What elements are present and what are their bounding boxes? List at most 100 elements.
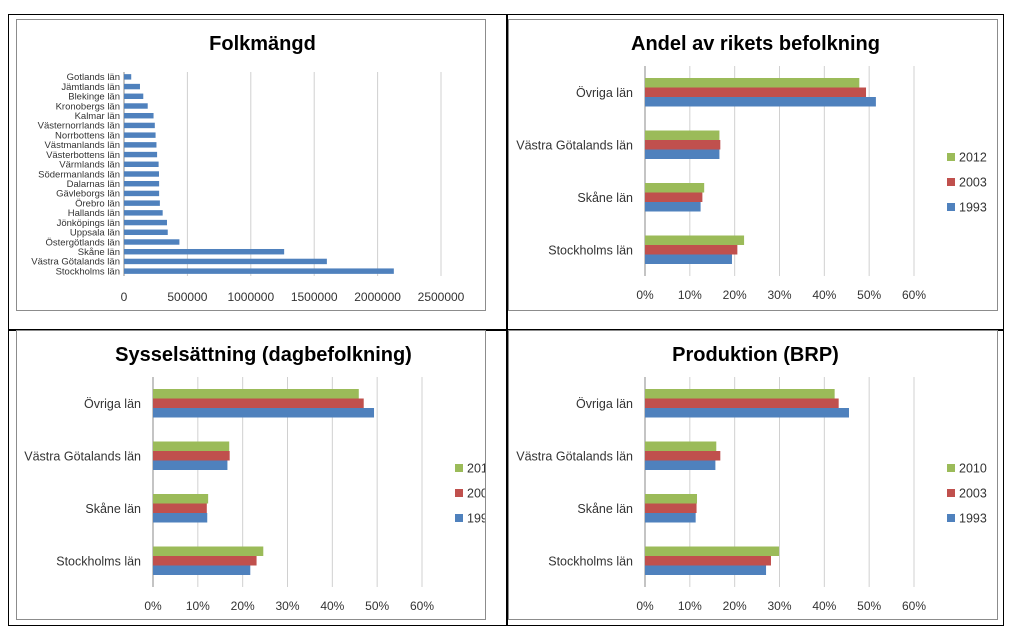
bar-vastmanlands-lan: [124, 142, 157, 148]
bar-blekinge-lan: [124, 93, 144, 100]
x-tick-label: 40%: [812, 599, 836, 613]
bar-ovriga-lan-1993: [645, 97, 876, 107]
bar-vastra-gotalands-lan-2011: [153, 441, 230, 451]
bar-dalarnas-lan: [124, 180, 160, 187]
category-label: Gotlands län: [67, 72, 120, 83]
legend-label-1993: 1993: [467, 512, 485, 526]
chart-title: Andel av rikets befolkning: [631, 33, 880, 55]
x-tick-label: 20%: [231, 599, 255, 613]
x-tick-label: 0%: [636, 288, 654, 302]
category-label: Norrbottens län: [55, 130, 120, 141]
chart-folkmangd-svg: Folkmängd 0 500000 1000000 1500000 2000000 250…: [31, 33, 464, 304]
category-label: Skåne län: [577, 502, 633, 516]
legend-label-2003: 2003: [959, 487, 987, 501]
legend-label-2003: 2003: [467, 487, 485, 501]
bar-vastra-gotalands-lan-1993: [645, 149, 720, 159]
bar-skane-lan-2010: [645, 494, 698, 504]
bar-vastra-gotalands-lan-2010: [645, 441, 717, 451]
bar-ovriga-lan-2010: [645, 389, 835, 399]
category-label: Jämtlands län: [61, 82, 120, 93]
bar-orebro-lan: [124, 200, 160, 206]
category-label: Örebro län: [75, 198, 120, 209]
bar-vasternorrlands-lan: [124, 122, 155, 129]
x-tick-label: 30%: [275, 599, 299, 613]
bar-stockholms-lan-1993: [645, 565, 767, 575]
x-tick-label: 0: [121, 290, 128, 304]
bar-ovriga-lan-1993: [645, 408, 849, 418]
category-label: Västerbottens län: [46, 150, 120, 161]
bar-skane-lan-1993: [645, 202, 701, 212]
x-tick-label: 20%: [723, 288, 747, 302]
x-tick-label: 1500000: [291, 290, 338, 304]
category-label: Blekinge län: [68, 92, 120, 103]
category-label: Skåne län: [78, 247, 120, 258]
bar-skane-lan-2003: [645, 192, 703, 202]
x-tick-label: 10%: [678, 288, 702, 302]
bar-norrbottens-lan: [124, 132, 156, 138]
x-tick-label: 60%: [902, 288, 926, 302]
category-label: Östergötlands län: [46, 237, 120, 248]
chart-title: Folkmängd: [209, 33, 316, 55]
category-label: Kalmar län: [75, 111, 120, 122]
chart-sysselsattning-svg: Sysselsättning (dagbefolkning) 0% 10% 20% 30…: [24, 344, 485, 613]
legend-swatch-1993: [947, 514, 955, 522]
legend-label-2012: 2012: [959, 151, 987, 165]
bar-skane-lan-2003: [645, 503, 697, 513]
category-label: Stockholms län: [56, 266, 120, 277]
category-label: Uppsala län: [70, 228, 120, 239]
bar-kalmar-lan: [124, 112, 154, 119]
category-label: Stockholms län: [548, 243, 633, 257]
legend-swatch-2003: [947, 489, 955, 497]
category-label: Västra Götalands län: [24, 449, 141, 463]
category-label: Värmlands län: [59, 160, 120, 171]
bar-ovriga-lan-2012: [645, 78, 860, 88]
x-tick-label: 500000: [167, 290, 207, 304]
chart-produktion: Produktion (BRP) 0% 10% 20% 30% 40% 50% 60% Övri…: [508, 330, 998, 620]
category-label: Södermanlands län: [38, 169, 120, 180]
x-tick-label: 10%: [186, 599, 210, 613]
bar-skane-lan-2003: [153, 503, 207, 513]
bar-hallands-lan: [124, 210, 163, 216]
legend-swatch-2010: [947, 464, 955, 472]
bar-varmlands-lan: [124, 161, 159, 168]
bar-skane-lan-1993: [153, 513, 208, 523]
x-tick-label: 60%: [410, 599, 434, 613]
category-label: Skåne län: [577, 191, 633, 205]
category-label: Västra Götalands län: [516, 138, 633, 152]
x-tick-label: 40%: [320, 599, 344, 613]
category-label: Stockholms län: [548, 554, 633, 568]
bar-ovriga-lan-2003: [645, 398, 839, 408]
category-label: Hallands län: [68, 208, 120, 219]
bar-skane-lan-2012: [645, 183, 705, 193]
grid-divider-horizontal: [9, 329, 1003, 331]
bar-jonkopings-lan: [124, 219, 167, 226]
category-label: Skåne län: [85, 502, 141, 516]
legend-swatch-2012: [947, 153, 955, 161]
x-tick-label: 30%: [767, 288, 791, 302]
bar-vastra-gotalands-lan-1993: [153, 460, 228, 470]
bar-stockholms-lan-2010: [645, 546, 780, 556]
chart-title: Produktion (BRP): [672, 344, 839, 366]
legend-label-1993: 1993: [959, 512, 987, 526]
legend-swatch-1993: [947, 203, 955, 211]
legend-label-2010: 2010: [959, 462, 987, 476]
bar-uppsala-lan: [124, 229, 168, 236]
bar-stockholms-lan-2012: [645, 235, 745, 245]
chart-folkmangd: Folkmängd 0 500000 1000000 1500000 2000000 250…: [16, 19, 486, 311]
bar-stockholms-lan-2003: [645, 556, 771, 566]
bar-skane-lan-1993: [645, 513, 696, 523]
bar-stockholms-lan-2003: [153, 556, 257, 566]
bar-ovriga-lan-1993: [153, 408, 375, 418]
legend-label-2003: 2003: [959, 176, 987, 190]
category-label: Västmanlands län: [44, 140, 120, 151]
x-tick-label: 40%: [812, 288, 836, 302]
legend-swatch-2003: [947, 178, 955, 186]
bar-stockholms-lan-1993: [645, 254, 732, 264]
layout-grid: [8, 14, 1004, 626]
bar-vastra-gotalands-lan-2003: [645, 451, 721, 461]
bar-vastra-gotalands-lan-2003: [645, 140, 721, 150]
bar-vasterbottens-lan: [124, 151, 158, 158]
grid-divider-vertical: [506, 15, 508, 625]
x-tick-label: 2000000: [354, 290, 401, 304]
chart-andel-befolkning-svg: Andel av rikets befolkning 0% 10% 20% 30% 40%…: [516, 33, 987, 302]
